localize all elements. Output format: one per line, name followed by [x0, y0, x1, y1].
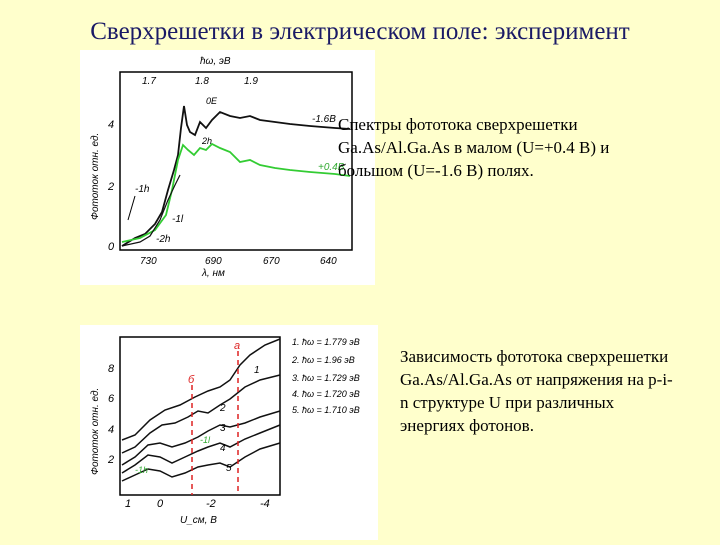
label-minus-1l: -1l — [172, 214, 184, 225]
figure-photocurrent-vs-voltage: 1. ħω = 1.779 эВ 2. ħω = 1.96 эВ 3. ħω =… — [80, 325, 378, 540]
y-tick-4: 4 — [108, 119, 114, 131]
top-tick-3: 1.9 — [244, 76, 258, 87]
x2-tick-minus4: -4 — [260, 498, 270, 510]
curve-3 — [121, 410, 281, 466]
curve-2 — [121, 374, 281, 454]
label-2h: 2h — [201, 136, 212, 146]
label-0E: 0E — [206, 96, 218, 106]
label-minus-1h: -1h — [135, 184, 150, 195]
y-tick-0: 0 — [108, 241, 115, 253]
curve-number-4: 4 — [220, 443, 226, 454]
x-tick-640: 640 — [320, 256, 337, 267]
y2-tick-4: 4 — [108, 424, 114, 436]
x2-tick-0: 0 — [157, 498, 164, 510]
y2-tick-2: 2 — [107, 454, 114, 466]
label-minus-1-6V: -1.6В — [312, 114, 336, 125]
figure-photocurrent-spectra: ħω, эВ 1.7 1.8 1.9 4 2 0 Фототок отн. ед… — [80, 50, 375, 285]
marker-1h: -1h — [135, 465, 148, 475]
x-tick-670: 670 — [263, 256, 280, 267]
top-tick-1: 1.7 — [142, 76, 156, 87]
curve-number-5: 5 — [226, 463, 232, 474]
top-axis-label: ħω, эВ — [200, 56, 231, 67]
x-tick-690: 690 — [205, 256, 222, 267]
label-plus-0-4V: +0.4В — [318, 162, 345, 173]
y-tick-2: 2 — [107, 181, 114, 193]
top-tick-2: 1.8 — [195, 76, 209, 87]
curve-plus-0-4V — [121, 142, 351, 243]
slide-title: Сверхрешетки в электрическом поле: экспе… — [90, 18, 630, 45]
legend-5: 5. ħω = 1.710 эВ — [292, 405, 360, 415]
curve-1 — [121, 338, 281, 441]
y2-tick-8: 8 — [108, 363, 115, 375]
caption-voltage-dependence: Зависимость фототока сверхрешетки Ga.As/… — [400, 347, 673, 435]
caption-spectra: Спектры фототока сверхрешетки Ga.As/Al.G… — [338, 115, 610, 180]
x2-axis-label: U_см, В — [180, 515, 217, 526]
y2-tick-6: 6 — [108, 393, 115, 405]
y-axis-label: Фототок отн. ед. — [90, 133, 101, 220]
marker-b: б — [188, 374, 195, 386]
curve-number-1: 1 — [254, 365, 260, 376]
curve-number-2: 2 — [219, 403, 226, 414]
legend-2: 2. ħω = 1.96 эВ — [291, 355, 355, 365]
curve-5 — [121, 442, 281, 482]
y2-axis-label: Фототок отн. ед. — [90, 388, 101, 475]
curve-minus-1-6V — [121, 105, 351, 247]
marker-a: a — [234, 340, 240, 352]
x-axis-label: λ, нм — [201, 268, 225, 279]
curve-number-3: 3 — [220, 423, 226, 434]
curve-4 — [121, 424, 281, 474]
legend-4: 4. ħω = 1.720 эВ — [292, 389, 360, 399]
pointer-1h — [127, 195, 136, 221]
label-minus-2h: -2h — [156, 234, 171, 245]
marker-1l: -1l — [200, 435, 211, 445]
plot-frame — [119, 71, 353, 251]
legend-1: 1. ħω = 1.779 эВ — [292, 337, 360, 347]
legend-3: 3. ħω = 1.729 эВ — [292, 373, 360, 383]
curve-low-field — [121, 174, 181, 247]
x2-tick-minus2: -2 — [206, 498, 216, 510]
x2-tick-1: 1 — [125, 498, 131, 510]
plot-frame-2 — [119, 336, 281, 496]
x-tick-730: 730 — [140, 256, 157, 267]
